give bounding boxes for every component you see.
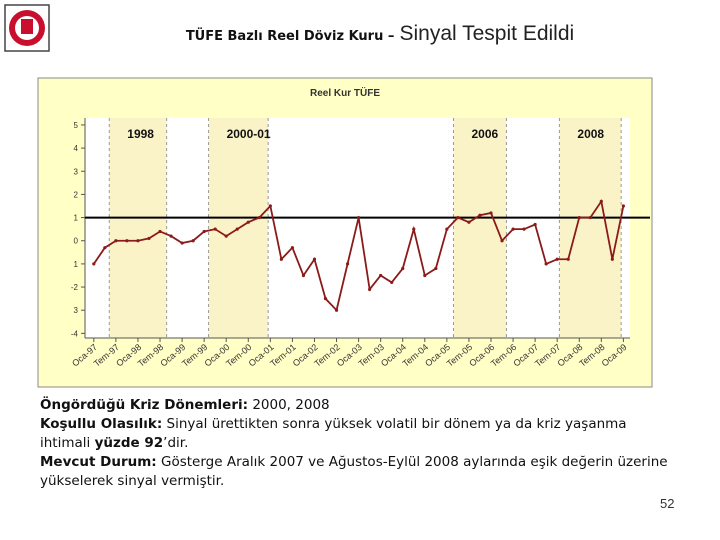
- y-tick-label: 4: [74, 144, 79, 153]
- note-text: 2000, 2008: [248, 397, 330, 413]
- point: [379, 273, 383, 278]
- y-tick-label: 3: [74, 306, 79, 315]
- point: [445, 227, 449, 231]
- point: [599, 199, 603, 203]
- point: [136, 239, 140, 243]
- y-tick-label: 1: [74, 214, 79, 223]
- point: [334, 308, 339, 312]
- point: [401, 266, 405, 271]
- notes: Öngördüğü Kriz Dönemleri: 2000, 2008 Koşu…: [40, 396, 680, 491]
- plot-area: [85, 118, 630, 338]
- point: [621, 204, 625, 208]
- note-text: Gösterge Aralık 2007 ve Ağustos-Eylül 20…: [40, 454, 668, 489]
- note-label: Koşullu Olasılık:: [40, 416, 163, 432]
- point: [533, 222, 537, 227]
- point: [180, 241, 184, 245]
- slide-title: TÜFE Bazlı Reel Döviz Kuru – Sinyal Tesp…: [0, 22, 720, 46]
- point: [489, 211, 493, 215]
- point: [125, 239, 129, 243]
- point: [555, 257, 559, 261]
- point: [323, 297, 328, 301]
- point: [191, 239, 195, 243]
- period-band: [109, 118, 167, 338]
- note-text: Sinyal ürettikten sonra yüksek volatil b…: [40, 416, 627, 451]
- y-tick-label: 3: [74, 167, 79, 176]
- point: [390, 280, 394, 285]
- period-label: 2000-01: [227, 127, 271, 141]
- y-tick-label: -2: [71, 283, 79, 292]
- logo-building: [21, 19, 33, 34]
- point: [566, 257, 570, 261]
- point: [235, 227, 239, 231]
- point: [434, 266, 438, 271]
- note: Mevcut Durum: Gösterge Aralık 2007 ve Ağ…: [40, 453, 680, 491]
- title-main: TÜFE Bazlı Reel Döviz Kuru –: [185, 29, 395, 44]
- point: [301, 273, 306, 278]
- point: [92, 262, 96, 266]
- note-text: ’dir.: [163, 435, 189, 451]
- point: [246, 220, 250, 224]
- period-label: 2008: [577, 127, 604, 141]
- point: [456, 215, 460, 220]
- point: [213, 227, 217, 231]
- point: [312, 257, 317, 261]
- period-band: [559, 118, 622, 338]
- point: [412, 227, 416, 231]
- title-highlight: Sinyal Tespit Edildi: [399, 22, 575, 45]
- point: [500, 239, 504, 243]
- point: [290, 246, 295, 250]
- point: [610, 257, 614, 261]
- point: [345, 262, 350, 266]
- point: [588, 215, 592, 220]
- note-label: Mevcut Durum:: [40, 454, 157, 470]
- point: [522, 227, 526, 231]
- period-band: [453, 118, 507, 338]
- note: Öngördüğü Kriz Dönemleri: 2000, 2008: [40, 396, 680, 415]
- chart-title: Reel Kur TÜFE: [310, 86, 380, 99]
- point: [544, 262, 548, 266]
- period-label: 1998: [127, 127, 154, 141]
- y-tick-label: 5: [74, 121, 79, 130]
- page-number: 52: [660, 496, 675, 511]
- note-label: yüzde 92: [94, 435, 164, 451]
- point: [114, 239, 118, 243]
- y-tick-label: 2: [74, 190, 79, 199]
- point: [103, 246, 107, 250]
- period-label: 2006: [471, 127, 498, 141]
- point: [467, 220, 471, 224]
- note: Koşullu Olasılık: Sinyal ürettikten sonr…: [40, 415, 680, 453]
- point: [147, 236, 151, 241]
- y-tick-label: -4: [71, 329, 79, 338]
- point: [224, 234, 228, 238]
- point: [423, 273, 427, 278]
- y-tick-label: 0: [74, 237, 79, 246]
- logo: [4, 4, 50, 52]
- point: [511, 227, 515, 231]
- point: [257, 215, 261, 220]
- point: [279, 257, 283, 261]
- point: [577, 215, 581, 220]
- note-label: Öngördüğü Kriz Dönemleri:: [40, 397, 249, 413]
- point: [478, 213, 482, 217]
- point: [368, 287, 372, 291]
- point: [357, 215, 361, 220]
- point: [158, 229, 162, 234]
- point: [202, 229, 206, 234]
- y-tick-label: 1: [74, 260, 79, 269]
- chart: Reel Kur TÜFE 1998 2000-01 2006 2008 5 4 3 2 1 0 1…: [37, 77, 653, 388]
- point: [169, 234, 173, 238]
- point: [268, 204, 272, 208]
